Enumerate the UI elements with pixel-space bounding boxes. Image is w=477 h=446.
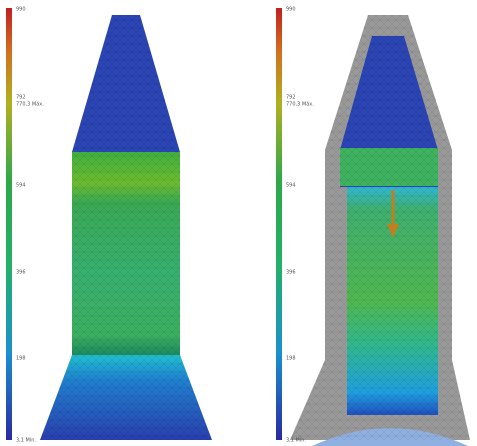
right-legend: 990 792 770,3 Máx. 594 396 198 3,1 Mín.: [286, 7, 314, 444]
color-scale: [276, 8, 282, 440]
legend-label: 594: [16, 183, 26, 189]
legend-label: 770,3 Máx.: [16, 101, 44, 108]
left-legend: 990 792 770,3 Máx. 594 396 198 3,1 Mín.: [16, 7, 44, 444]
mesh: [40, 15, 212, 440]
legend-label: 990: [286, 7, 296, 13]
legend-label: 594: [286, 183, 296, 189]
legend-label: 396: [16, 270, 26, 276]
legend-label: 3,1 Mín.: [286, 437, 306, 444]
mesh: [290, 15, 470, 440]
left-model: [6, 8, 212, 440]
legend-label: 792: [16, 95, 26, 101]
legend-label: 396: [286, 270, 296, 276]
legend-label: 198: [16, 356, 26, 362]
legend-label: 990: [16, 7, 26, 13]
scene: 990 792 770,3 Máx. 594 396 198 3,1 Mín. …: [0, 0, 477, 446]
right-model: [276, 8, 470, 446]
color-scale: [6, 8, 12, 440]
legend-label: 792: [286, 95, 296, 101]
screenshot: 990 792 770,3 Máx. 594 396 198 3,1 Mín. …: [0, 0, 477, 446]
legend-label: 198: [286, 356, 296, 362]
legend-label: 770,3 Máx.: [286, 101, 314, 108]
legend-label: 3,1 Mín.: [16, 437, 36, 444]
